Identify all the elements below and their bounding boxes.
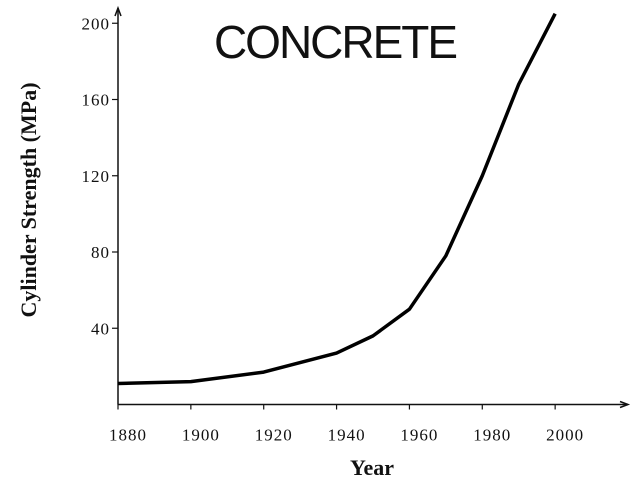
x-axis-label: Year: [350, 455, 394, 480]
x-axis-arrow: [619, 400, 631, 409]
x-tick-label: 2000: [546, 426, 584, 445]
y-axis-arrow: [114, 5, 122, 17]
y-tick-label: 80: [91, 243, 110, 262]
y-axis-label: Cylinder Strength (MPa): [16, 82, 41, 317]
y-tick-label: 120: [82, 167, 111, 186]
x-tick-label: 1940: [328, 426, 366, 445]
y-tick-label: 40: [91, 319, 110, 338]
x-tick-label: 1900: [182, 426, 220, 445]
x-tick-label: 1880: [109, 426, 147, 445]
x-tick-label: 1980: [473, 426, 511, 445]
x-tick-label: 1920: [255, 426, 293, 445]
y-tick-label: 160: [82, 91, 111, 110]
y-tick-label: 200: [82, 14, 111, 33]
x-tick-label: 1960: [400, 426, 438, 445]
data-line: [117, 12, 557, 386]
chart-title: CONCRETE: [214, 16, 456, 68]
